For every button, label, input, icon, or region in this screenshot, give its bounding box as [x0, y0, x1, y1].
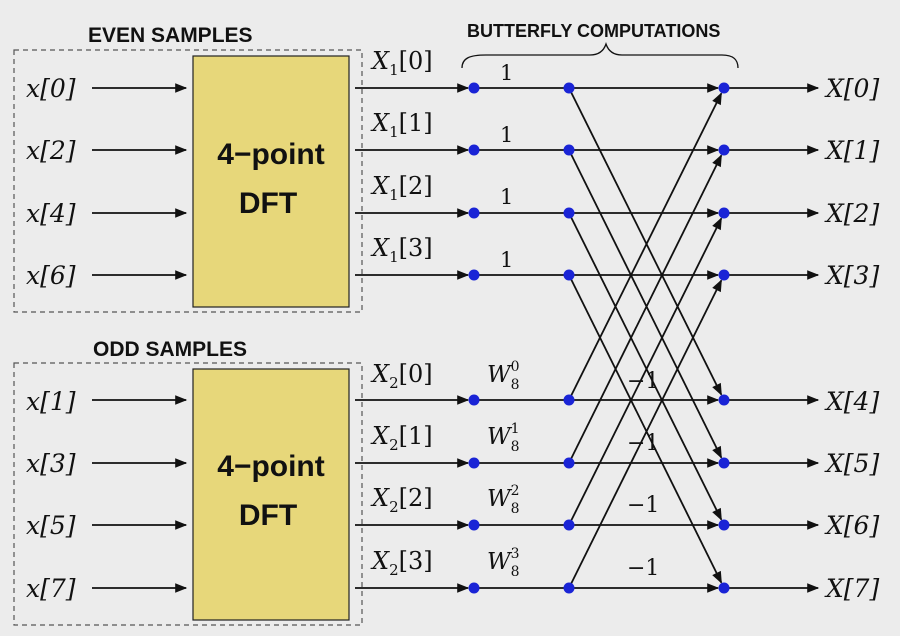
output-node: [718, 519, 730, 531]
x2-label-3: X2[3]: [370, 547, 433, 579]
output-label: X[1]: [824, 136, 879, 165]
output-node: [718, 269, 730, 281]
minus-one-label: −1: [627, 431, 659, 456]
minus-one-label: −1: [627, 556, 659, 581]
output-node: [718, 82, 730, 94]
output-node: [718, 207, 730, 219]
twiddle-weights: 1 1 1 1 W0 8 W1 8 W2 8 W3 8: [487, 61, 520, 580]
weight-one: 1: [500, 185, 513, 209]
even-dft-box: [192, 55, 350, 308]
butterfly-cross: [568, 154, 723, 464]
minus-one-label: −1: [627, 493, 659, 518]
butterfly-cross: [568, 92, 723, 401]
weight-node: [563, 582, 575, 594]
svg-text:X1[0]: X1[0]: [370, 47, 433, 79]
butterfly-brace: [461, 41, 739, 69]
even-samples-heading: EVEN SAMPLES: [88, 24, 253, 47]
weight-node: [563, 519, 575, 531]
output-label: X[7]: [824, 574, 879, 603]
x1-label-3: X1[3]: [370, 234, 433, 266]
twiddle-factor: W0 8: [487, 359, 520, 393]
output-label: X[0]: [824, 74, 879, 103]
weight-one: 1: [500, 61, 513, 85]
input-node: [468, 457, 480, 469]
weight-one: 1: [500, 248, 513, 272]
input-node: [468, 394, 480, 406]
input-node: [468, 144, 480, 156]
input-node: [468, 519, 480, 531]
output-label: X[3]: [824, 261, 879, 290]
butterfly-cross: [568, 279, 723, 589]
svg-text:X2[0]: X2[0]: [370, 360, 433, 392]
x1-label-0: X1[0]: [370, 47, 433, 79]
weight-node: [563, 457, 575, 469]
svg-text:X2[1]: X2[1]: [370, 422, 433, 454]
butterfly-heading: BUTTERFLY COMPUTATIONS: [467, 21, 720, 41]
x1-label-1: X1[1]: [370, 109, 433, 141]
minus-one-label: −1: [627, 369, 659, 394]
butterfly-nodes: [468, 82, 730, 594]
input-node: [468, 582, 480, 594]
even-dft-label-line1: 4−point: [217, 138, 325, 171]
weight-node: [563, 207, 575, 219]
weight-node: [563, 269, 575, 281]
output-node: [718, 144, 730, 156]
svg-text:X2[3]: X2[3]: [370, 547, 433, 579]
svg-text:X1[1]: X1[1]: [370, 109, 433, 141]
input-label: x[7]: [26, 574, 76, 603]
weight-node: [563, 394, 575, 406]
odd-samples-heading: ODD SAMPLES: [93, 338, 247, 361]
output-label: X[4]: [824, 387, 879, 416]
odd-group-border: [13, 362, 363, 626]
input-label: x[3]: [26, 449, 76, 478]
output-label: X[5]: [824, 449, 879, 478]
even-dft-label-line2: DFT: [239, 187, 297, 220]
output-node: [718, 394, 730, 406]
x1-label-2: X1[2]: [370, 172, 433, 204]
x2-label-0: X2[0]: [370, 360, 433, 392]
even-group-border: [13, 49, 363, 313]
output-label: X[6]: [824, 511, 879, 540]
input-node: [468, 82, 480, 94]
input-label: x[2]: [26, 136, 76, 165]
final-outputs: X[0] X[1] X[2] X[3] X[4] X[5] X[6] X[7]: [824, 74, 879, 603]
svg-text:X1[2]: X1[2]: [370, 172, 433, 204]
x2-label-1: X2[1]: [370, 422, 433, 454]
butterfly-cross: [568, 149, 723, 459]
input-label: x[6]: [26, 261, 76, 290]
output-node: [718, 582, 730, 594]
odd-dft-label-line2: DFT: [239, 499, 297, 532]
output-node: [718, 457, 730, 469]
input-label: x[4]: [26, 199, 76, 228]
twiddle-factor: W1 8: [487, 421, 520, 455]
butterfly-cross: [568, 217, 723, 526]
input-node: [468, 269, 480, 281]
input-label: x[1]: [26, 387, 76, 416]
input-label: x[0]: [26, 74, 76, 103]
weight-node: [563, 82, 575, 94]
twiddle-factor: W2 8: [487, 483, 520, 517]
butterfly-cross: [568, 87, 723, 396]
signal-wires: [92, 83, 820, 593]
svg-text:X1[3]: X1[3]: [370, 234, 433, 266]
odd-dft-box: [192, 368, 350, 621]
butterfly-cross: [568, 212, 723, 521]
weight-one: 1: [500, 123, 513, 147]
butterfly-cross: [568, 274, 723, 584]
sub-dft-output-labels: X1[0] X1[1] X1[2] X1[3] X2[0] X2[1] X2[2…: [370, 47, 433, 579]
input-signals: x[0] x[2] x[4] x[6] x[1] x[3] x[5] x[7]: [26, 74, 76, 603]
x2-label-2: X2[2]: [370, 484, 433, 516]
minus-one-labels: −1 −1 −1 −1: [627, 369, 659, 581]
twiddle-factor: W3 8: [487, 546, 520, 580]
odd-dft-label-line1: 4−point: [217, 450, 325, 483]
input-label: x[5]: [26, 511, 76, 540]
svg-text:X2[2]: X2[2]: [370, 484, 433, 516]
weight-node: [563, 144, 575, 156]
output-label: X[2]: [824, 199, 879, 228]
input-node: [468, 207, 480, 219]
